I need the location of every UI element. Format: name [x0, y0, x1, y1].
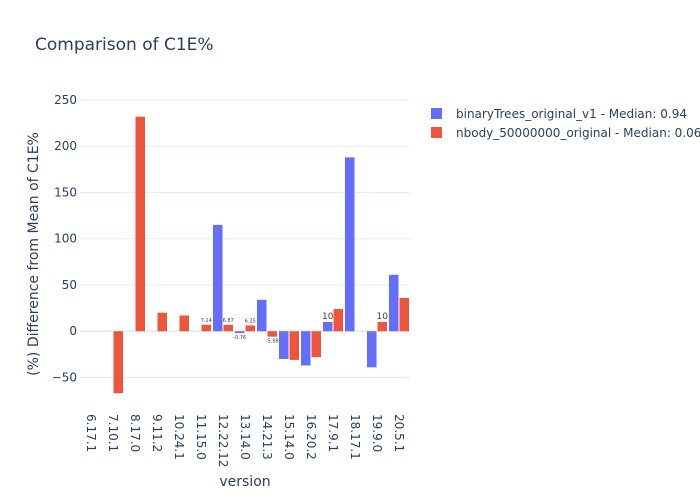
x-tick-label: 6.17.1	[84, 414, 98, 452]
legend-swatch[interactable]	[431, 108, 442, 119]
bar-data-label: 7.14	[201, 318, 212, 324]
y-tick-label: 250	[54, 93, 77, 107]
y-tick-label: 50	[62, 278, 77, 292]
x-tick-label: 8.17.0	[128, 414, 142, 452]
bars	[113, 116, 409, 394]
bar-18.17.1-s0	[345, 157, 355, 332]
bar-17.9.1-s1	[333, 309, 343, 332]
legend-swatch[interactable]	[431, 127, 442, 138]
bar-14.21.3-s0	[257, 299, 267, 332]
bar-19.9.0-s1	[377, 321, 387, 332]
bar-16.20.2-s0	[301, 331, 311, 366]
bar-8.17.0-s1	[135, 116, 145, 332]
legend: binaryTrees_original_v1 - Median: 0.94 nb…	[431, 107, 700, 140]
bar-data-label: -5.88	[266, 339, 279, 345]
legend-item-label[interactable]: nbody_50000000_original - Median: 0.06	[456, 126, 700, 140]
bar-13.14.0-s0	[235, 331, 245, 334]
y-axis-title: (%) Difference from Mean of C1E%	[26, 132, 42, 376]
bar-data-label: 10	[377, 312, 389, 322]
chart-title: Comparison of C1E%	[35, 35, 214, 55]
y-tick-label: 150	[54, 185, 77, 199]
bar-data-label: -0.76	[233, 335, 246, 341]
x-tick-label: 7.10.1	[106, 414, 120, 452]
gridlines	[80, 99, 410, 378]
bar-data-label: 10	[322, 312, 334, 322]
bar-17.9.1-s0	[323, 321, 333, 332]
x-tick-label: 10.24.1	[172, 414, 186, 460]
bar-12.22.12-s1	[223, 324, 233, 332]
bar-7.10.1-s1	[113, 331, 123, 394]
x-axis-ticks: 6.17.1 7.10.1 8.17.0 9.11.2 10.24.1 11.15.0 12…	[84, 414, 406, 467]
bar-15.14.0-s1	[289, 331, 299, 360]
y-tick-label: 200	[54, 139, 77, 153]
x-tick-label: 19.9.0	[370, 414, 384, 452]
bar-16.20.2-s1	[311, 331, 321, 358]
x-tick-label: 17.9.1	[326, 414, 340, 452]
x-tick-label: 18.17.1	[348, 414, 362, 460]
bar-10.24.1-s1	[179, 315, 189, 332]
x-tick-label: 20.5.1	[392, 414, 406, 452]
bar-14.21.3-s1	[267, 331, 277, 337]
bar-12.22.12-s0	[213, 224, 223, 332]
legend-item-label[interactable]: binaryTrees_original_v1 - Median: 0.94	[456, 107, 687, 121]
x-tick-label: 16.20.2	[304, 414, 318, 460]
bar-labels: -0.76 10 7.14 6.87 6.25 -5.88 10	[201, 312, 389, 345]
bar-9.11.2-s1	[157, 312, 167, 332]
bar-19.9.0-s0	[367, 331, 377, 368]
bar-13.14.0-s1	[245, 325, 255, 332]
y-tick-label: 0	[69, 324, 77, 338]
y-tick-label: 100	[54, 232, 77, 246]
bar-20.5.1-s0	[389, 274, 399, 332]
bar-data-label: 6.25	[245, 318, 256, 324]
bar-data-label: 6.87	[223, 318, 234, 324]
x-tick-label: 9.11.2	[150, 414, 164, 452]
bar-20.5.1-s1	[399, 297, 409, 332]
x-tick-label: 13.14.0	[238, 414, 252, 460]
x-tick-label: 12.22.12	[216, 414, 230, 467]
y-tick-label: −50	[52, 370, 77, 384]
x-axis-title: version	[219, 474, 270, 490]
bar-11.15.0-s1	[201, 324, 211, 332]
x-tick-label: 14.21.3	[260, 414, 274, 460]
x-tick-label: 15.14.0	[282, 414, 296, 460]
y-axis-ticks: −50 0 50 100 150 200 250	[52, 93, 77, 384]
bar-15.14.0-s0	[279, 331, 289, 359]
x-tick-label: 11.15.0	[194, 414, 208, 460]
